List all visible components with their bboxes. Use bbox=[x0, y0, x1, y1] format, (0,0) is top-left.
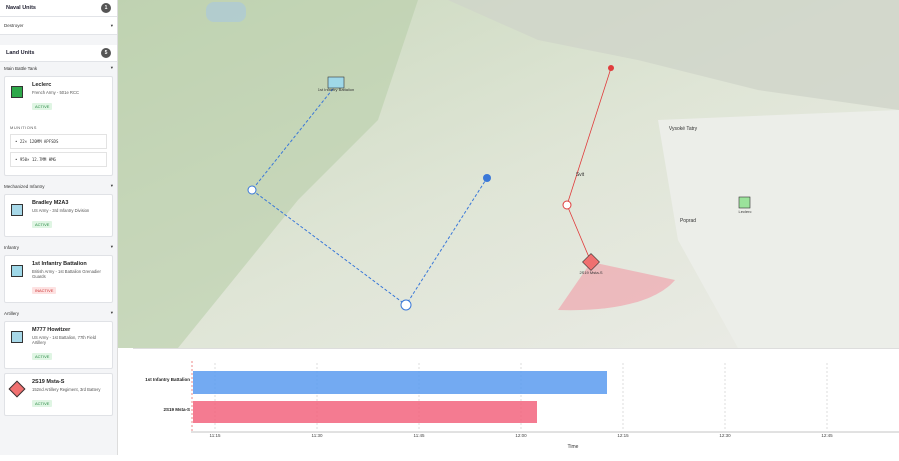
st: ACTIVE bbox=[32, 353, 53, 360]
icon bbox=[11, 265, 23, 277]
time-tick: 12:30 bbox=[719, 433, 731, 438]
row-label: 2S19 Msta-S bbox=[163, 407, 190, 412]
group-name: Infantry bbox=[4, 244, 20, 250]
chevron: ▾ bbox=[110, 310, 113, 315]
uname: 1st Infantry Battalion bbox=[32, 261, 87, 267]
card[interactable]: 1st Infantry Battalion British Army - 1st… bbox=[4, 255, 113, 303]
group-name: Main Battle Tank bbox=[4, 65, 38, 71]
org: French Army - 501e RCC bbox=[32, 90, 80, 95]
time-tick: 11:30 bbox=[312, 433, 323, 438]
icon bbox=[11, 331, 23, 343]
st: ACTIVE bbox=[32, 400, 53, 407]
sidebar: Naval Units 1 Destroyer ▾ Land Units 5 Main Ba… bbox=[0, 0, 118, 455]
grp[interactable]: Mechanized Infantry ▾ bbox=[0, 180, 117, 192]
uname: M777 Howitzer bbox=[32, 327, 71, 333]
map-label: Svit bbox=[576, 172, 585, 178]
sec-title: Land Units bbox=[6, 50, 35, 56]
mu: • 22× 120MM APFSDS bbox=[10, 134, 107, 149]
sec[interactable]: Naval Units 1 bbox=[0, 0, 117, 17]
chevron: ▾ bbox=[110, 65, 113, 70]
org: British Army - 1st Battalion Grenadier G… bbox=[32, 269, 101, 279]
st: INACTIVE bbox=[32, 287, 57, 294]
card[interactable]: Leclerc French Army - 501e RCC ACTIVE MUNIT… bbox=[4, 76, 113, 176]
map-label: Vysoké Tatry bbox=[669, 126, 698, 132]
chevron: ▾ bbox=[110, 22, 113, 28]
time-tick: 12:00 bbox=[515, 433, 527, 438]
time-tick: 12:45 bbox=[821, 433, 833, 438]
org: 152nd Artillery Regiment, 3rd Battery bbox=[32, 387, 101, 392]
map[interactable]: 1st Infantry Battalion Leclerc 2S19 Msta-S… bbox=[118, 0, 899, 348]
org: US Army - 1st Battalion, 77th Field Arti… bbox=[32, 335, 97, 345]
card[interactable]: Bradley M2A3 US Army - 3rd Infantry Divis… bbox=[4, 194, 113, 237]
spacer bbox=[0, 35, 117, 45]
badge: 1 bbox=[101, 3, 111, 13]
icon bbox=[11, 204, 23, 216]
uname: Leclerc bbox=[32, 82, 52, 88]
axis-label: Time bbox=[568, 444, 579, 450]
mu: • 950× 12.7MM HMG bbox=[10, 152, 107, 167]
map-label: 1st Infantry Battalion bbox=[318, 87, 354, 92]
icon bbox=[8, 380, 26, 398]
uname: 2S19 Msta-S bbox=[32, 379, 65, 385]
chevron: ▾ bbox=[110, 183, 113, 188]
sec[interactable]: Land Units 5 bbox=[0, 45, 117, 62]
row-bar bbox=[193, 401, 537, 423]
group-name: Mechanized Infantry bbox=[4, 183, 45, 189]
map-label: Leclerc bbox=[739, 209, 752, 214]
map-label: 2S19 Msta-S bbox=[579, 270, 602, 275]
mt: MUNITIONS bbox=[10, 125, 37, 130]
card[interactable]: 2S19 Msta-S 152nd Artillery Regiment, 3rd… bbox=[4, 373, 113, 416]
group-name: Artillery bbox=[4, 310, 20, 316]
grp[interactable]: Infantry ▾ bbox=[0, 241, 117, 253]
time-tick: 11:15 bbox=[210, 433, 221, 438]
chevron: ▾ bbox=[110, 244, 113, 249]
grp[interactable]: Destroyer ▾ bbox=[0, 17, 117, 35]
time-tick: 12:15 bbox=[617, 433, 629, 438]
grp[interactable]: Artillery ▾ bbox=[0, 307, 117, 319]
time-tick: 11:45 bbox=[414, 433, 425, 438]
badge: 5 bbox=[101, 48, 111, 58]
org: US Army - 3rd Infantry Division bbox=[32, 208, 90, 213]
timeline-chart: 11:15 11:30 11:45 12:00 12:15 12:30 12:45 Time 1… bbox=[145, 361, 899, 450]
sec-title: Naval Units bbox=[6, 5, 36, 11]
icon bbox=[11, 86, 23, 98]
uname: Bradley M2A3 bbox=[32, 200, 69, 206]
card[interactable]: M777 Howitzer US Army - 1st Battalion, 77… bbox=[4, 321, 113, 369]
group-name: Destroyer bbox=[4, 23, 24, 28]
row-label: 1st Infantry Battalion bbox=[145, 377, 190, 382]
row-bar bbox=[193, 371, 607, 394]
st: ACTIVE bbox=[32, 103, 53, 110]
map-label: Poprad bbox=[680, 218, 696, 224]
st: ACTIVE bbox=[32, 221, 53, 228]
grp[interactable]: Main Battle Tank ▾ bbox=[0, 62, 117, 74]
timeline: 11:15 11:30 11:45 12:00 12:15 12:30 12:45 Time 1… bbox=[133, 348, 899, 456]
